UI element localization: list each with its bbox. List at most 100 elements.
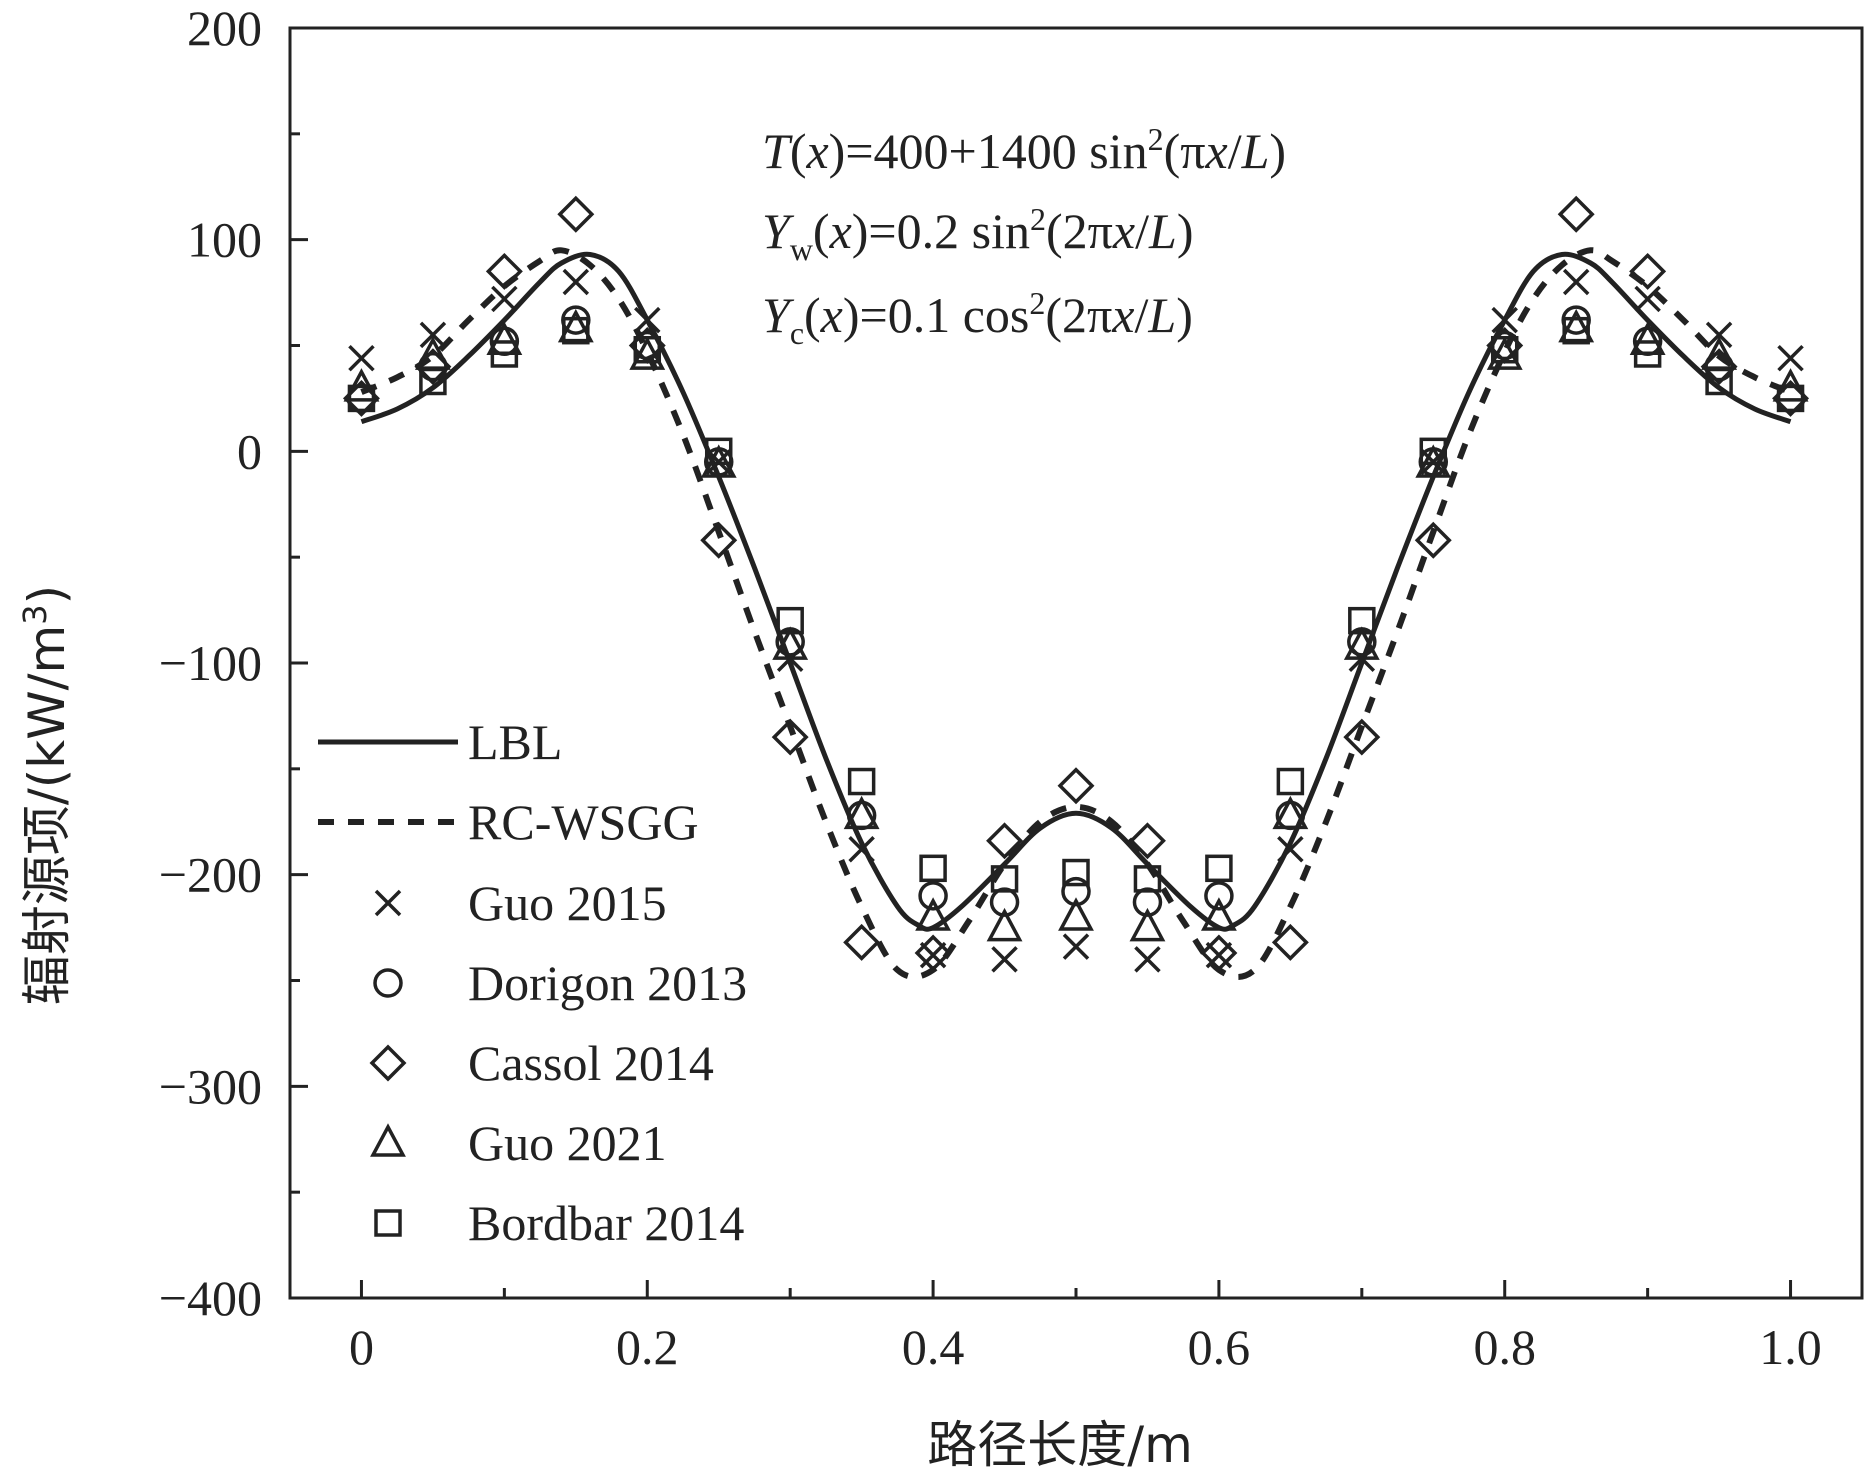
legend-label-lbl: LBL xyxy=(468,714,562,770)
x-marker-strokes xyxy=(1491,306,1518,334)
square-marker-shape xyxy=(490,340,519,368)
series-markers xyxy=(342,195,1810,973)
data-point-cassol-2014 xyxy=(1629,252,1667,290)
triangle-marker-shape xyxy=(1486,336,1523,370)
square-marker-shape xyxy=(1205,854,1233,883)
data-point-guo-2015 xyxy=(848,836,875,863)
y-tick-label: −200 xyxy=(159,847,262,903)
diamond-marker-shape xyxy=(1557,195,1595,233)
x-axis-title: 路径长度/m xyxy=(927,1416,1193,1474)
x-tick-label: 0.4 xyxy=(902,1319,965,1375)
y-axis-title-end: ) xyxy=(18,585,76,605)
diamond-marker-shape xyxy=(1629,252,1667,290)
data-point-cassol-2014 xyxy=(914,934,952,972)
square-marker-shape xyxy=(990,865,1019,893)
square-marker-shape xyxy=(1419,437,1448,466)
data-point-guo-2015 xyxy=(1562,268,1590,296)
triangle-marker-shape xyxy=(1272,795,1309,830)
annotation-water-fraction: Yw(x)=0.2 sin2(2πx/L) xyxy=(762,201,1193,267)
data-point-guo-2021 xyxy=(1629,321,1666,356)
data-point-bordbar-2014 xyxy=(1419,437,1448,466)
data-point-bordbar-2014 xyxy=(776,606,804,635)
data-point-guo-2015 xyxy=(1134,946,1161,973)
triangle-marker-shape xyxy=(557,308,594,343)
y-tick-label: 100 xyxy=(187,212,262,268)
data-point-bordbar-2014 xyxy=(990,865,1019,893)
tick-labels: 200 100 0 −100 −200 −300 −400 0 0.2 0.4 0.6 0.8 1.0 xyxy=(159,0,1822,1375)
y-tick-label: 200 xyxy=(187,0,262,56)
data-point-cassol-2014 xyxy=(700,521,738,559)
triangle-marker-shape xyxy=(1129,907,1166,942)
data-point-guo-2015 xyxy=(991,946,1018,973)
circle-marker-shape xyxy=(1204,881,1234,911)
data-point-bordbar-2014 xyxy=(633,335,662,364)
triangle-marker-shape xyxy=(843,795,880,830)
x-tick-label: 0 xyxy=(349,1319,374,1375)
x-tick-label: 0.6 xyxy=(1188,1319,1251,1375)
data-point-cassol-2014 xyxy=(1557,195,1595,233)
square-marker-shape xyxy=(1633,340,1662,368)
x-marker-strokes xyxy=(1277,836,1304,863)
diamond-marker-shape xyxy=(1057,767,1095,805)
series-markers-bordbar-2014 xyxy=(347,316,1805,893)
data-point-bordbar-2014 xyxy=(490,340,519,368)
x-marker-strokes xyxy=(991,946,1018,973)
triangle-marker-shape xyxy=(772,626,809,660)
diamond-marker-shape xyxy=(369,1044,407,1082)
data-point-guo-2021 xyxy=(1129,907,1166,942)
legend-swatch-dorigon-2013 xyxy=(373,968,403,998)
triangle-marker-shape xyxy=(986,907,1023,942)
square-marker-shape xyxy=(776,606,804,635)
x-marker-strokes xyxy=(848,836,875,863)
legend-label-bordbar-2014: Bordbar 2014 xyxy=(468,1195,744,1251)
legend-swatch-guo-2015 xyxy=(374,889,402,917)
data-point-bordbar-2014 xyxy=(1776,384,1805,413)
data-point-cassol-2014 xyxy=(485,252,523,290)
diamond-marker-shape xyxy=(1343,718,1381,756)
data-point-dorigon-2013 xyxy=(1204,881,1234,911)
data-point-cassol-2014 xyxy=(1057,767,1095,805)
data-point-bordbar-2014 xyxy=(1705,367,1733,396)
x-marker-strokes xyxy=(348,344,375,372)
data-point-bordbar-2014 xyxy=(1562,316,1590,345)
x-marker-strokes xyxy=(634,306,661,334)
data-point-bordbar-2014 xyxy=(1633,340,1662,368)
legend-label-cassol-2014: Cassol 2014 xyxy=(468,1035,714,1091)
data-point-guo-2015 xyxy=(562,268,590,296)
x-marker-strokes xyxy=(1562,268,1590,296)
data-point-guo-2021 xyxy=(557,308,594,343)
triangle-marker-shape xyxy=(629,336,666,370)
y-axis-title-main: 辐射源项/(kW/m xyxy=(18,625,76,1005)
square-marker-shape xyxy=(847,767,876,796)
square-marker-shape xyxy=(1276,767,1305,796)
square-marker-shape xyxy=(347,384,376,413)
data-point-guo-2021 xyxy=(1486,336,1523,370)
data-point-cassol-2014 xyxy=(557,195,595,233)
diamond-marker-shape xyxy=(1414,521,1452,559)
series-line-rc-wsgg xyxy=(360,247,1792,980)
x-marker-strokes xyxy=(562,268,590,296)
square-marker-shape xyxy=(1776,384,1805,413)
x-marker-strokes xyxy=(1634,285,1661,313)
annotation-co2-fraction: Yc(x)=0.1 cos2(2πx/L) xyxy=(762,285,1193,351)
data-point-guo-2015 xyxy=(1777,344,1804,372)
series-lines xyxy=(360,247,1792,980)
data-point-guo-2015 xyxy=(634,306,661,334)
data-point-bordbar-2014 xyxy=(1276,767,1305,796)
triangle-marker-shape xyxy=(370,1123,406,1157)
triangle-marker-shape xyxy=(915,897,952,931)
data-point-bordbar-2014 xyxy=(847,767,876,796)
data-point-guo-2021 xyxy=(915,897,952,931)
square-marker-shape xyxy=(1348,606,1376,635)
x-tick-label: 0.2 xyxy=(616,1319,679,1375)
x-marker-strokes xyxy=(1062,933,1090,960)
x-marker-strokes xyxy=(419,321,447,349)
y-tick-label: −100 xyxy=(159,635,262,691)
square-marker-shape xyxy=(1490,335,1519,364)
legend-label-guo-2021: Guo 2021 xyxy=(468,1115,667,1171)
triangle-marker-shape xyxy=(1058,897,1094,931)
data-point-guo-2015 xyxy=(491,285,518,313)
square-marker-shape xyxy=(919,854,947,883)
x-tick-label: 0.8 xyxy=(1473,1319,1536,1375)
